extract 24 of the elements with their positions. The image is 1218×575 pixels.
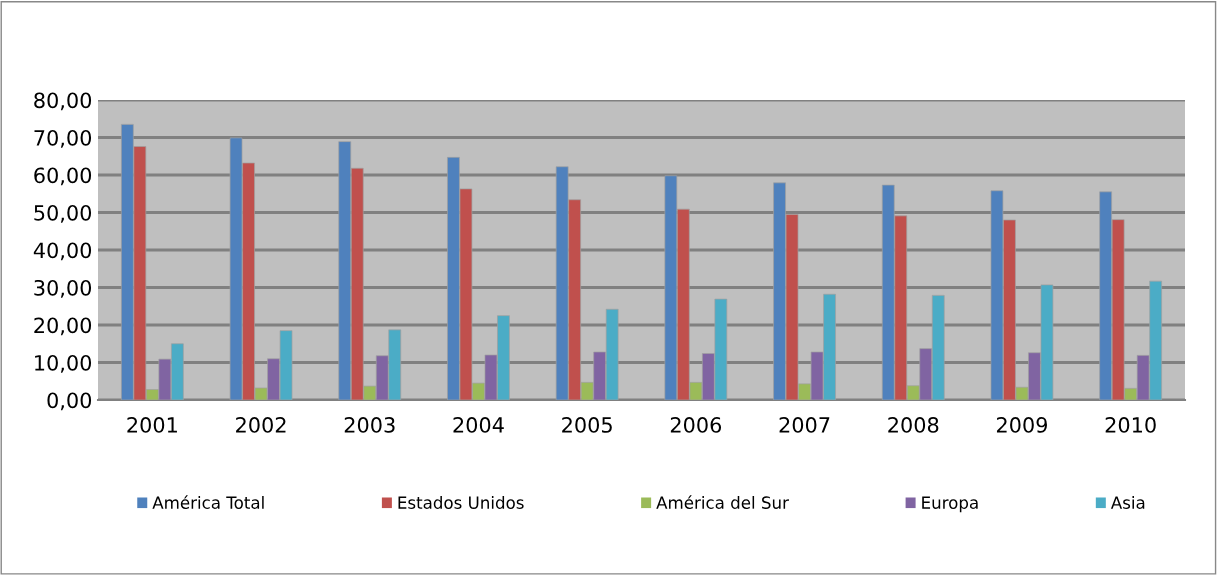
x-tick-label: 2002 <box>236 417 286 433</box>
x-tick-label: 2004 <box>453 417 504 433</box>
y-tick-label: 0,00 <box>47 392 92 411</box>
y-tick-label: 20,00 <box>34 317 92 336</box>
x-tick-label: 2009 <box>996 417 1047 433</box>
legend-label: Estados Unidos <box>398 496 524 509</box>
x-tick-label: 2008 <box>888 417 939 433</box>
y-tick-label: 30,00 <box>34 279 92 298</box>
x-tick-label: 2003 <box>344 417 395 433</box>
x-tick-label: 2001 <box>127 417 177 433</box>
x-tick-label: 2006 <box>670 417 722 433</box>
legend-label: América del Sur <box>656 495 789 509</box>
legend-label: América Total <box>152 495 264 509</box>
y-tick-label: 40,00 <box>33 242 92 261</box>
y-tick-label: 50,00 <box>34 204 92 223</box>
x-tick-label: 2007 <box>779 417 830 433</box>
y-tick-label: 70,00 <box>34 129 92 148</box>
x-tick-label: 2010 <box>1105 417 1156 433</box>
y-tick-label: 60,00 <box>34 167 92 186</box>
legend-label: Asia <box>1110 496 1145 509</box>
y-tick-label: 80,00 <box>34 92 92 111</box>
x-tick-label: 2005 <box>562 417 612 433</box>
y-tick-label: 10,00 <box>35 354 92 373</box>
legend-label: Europa <box>922 496 978 513</box>
